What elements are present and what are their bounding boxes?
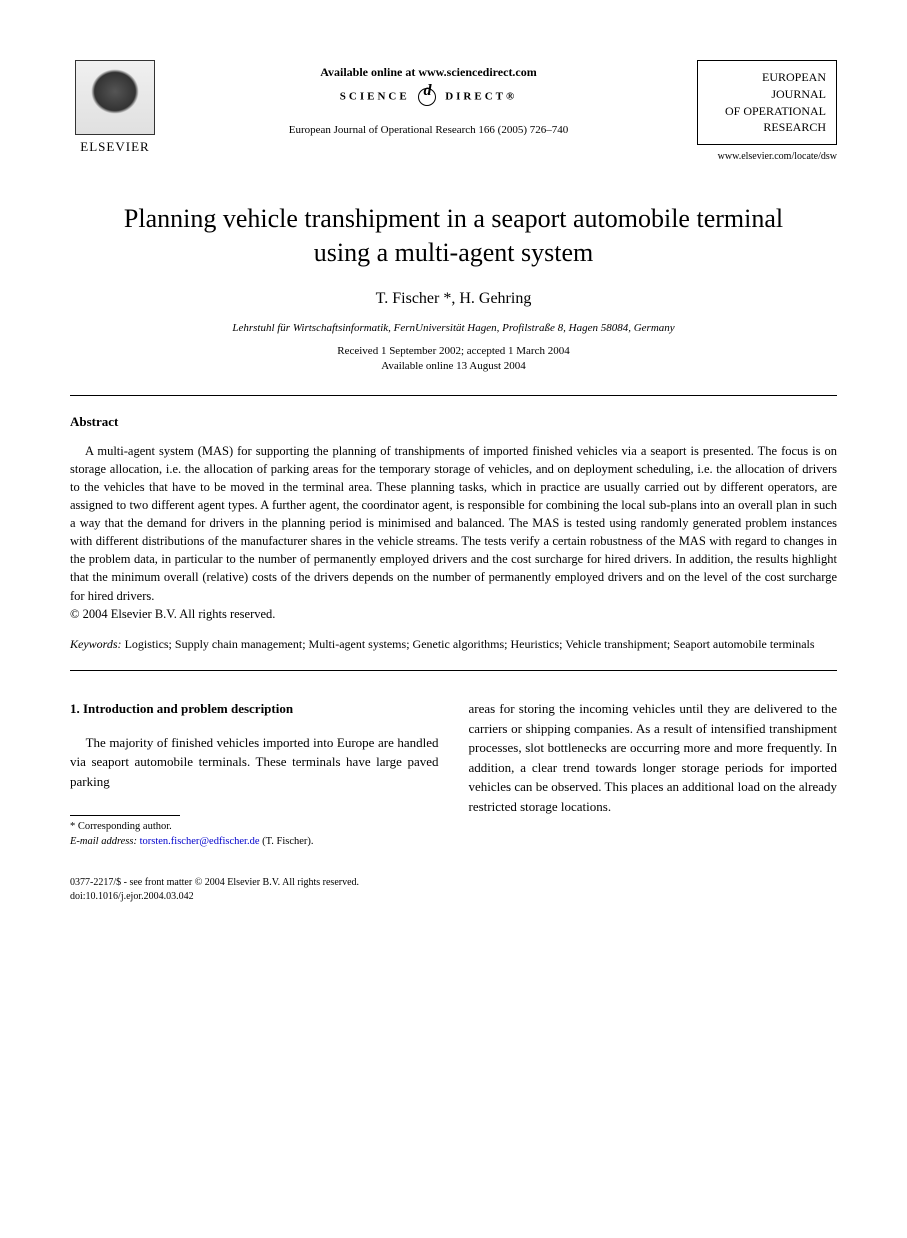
publisher-logo: ELSEVIER [70, 60, 160, 160]
section-1-heading: 1. Introduction and problem description [70, 699, 439, 719]
journal-box-wrapper: EUROPEAN JOURNAL OF OPERATIONAL RESEARCH… [697, 60, 837, 162]
footnote: * Corresponding author. E-mail address: … [70, 820, 439, 849]
science-direct-d-icon [418, 88, 436, 106]
dates-available-online: Available online 13 August 2004 [70, 359, 837, 374]
journal-reference: European Journal of Operational Research… [160, 124, 697, 136]
keywords-text: Logistics; Supply chain management; Mult… [122, 637, 815, 651]
journal-title-box: EUROPEAN JOURNAL OF OPERATIONAL RESEARCH [697, 60, 837, 145]
article-title: Planning vehicle transhipment in a seapo… [100, 202, 807, 270]
body-columns: 1. Introduction and problem description … [70, 699, 837, 849]
center-header: Available online at www.sciencedirect.co… [160, 60, 697, 136]
section-1-para-left: The majority of finished vehicles import… [70, 733, 439, 792]
footer-front-matter: 0377-2217/$ - see front matter © 2004 El… [70, 876, 837, 890]
journal-box-line: RESEARCH [708, 119, 826, 136]
dates-received-accepted: Received 1 September 2002; accepted 1 Ma… [70, 344, 837, 359]
keywords-label: Keywords: [70, 637, 122, 651]
email-line: E-mail address: torsten.fischer@edfische… [70, 835, 439, 850]
abstract-copyright: © 2004 Elsevier B.V. All rights reserved… [70, 607, 837, 622]
journal-box-line: EUROPEAN [708, 69, 826, 86]
section-1-para-right: areas for storing the incoming vehicles … [469, 699, 838, 816]
science-direct-logo: SCIENCE DIRECT® [160, 88, 697, 106]
authors: T. Fischer *, H. Gehring [70, 290, 837, 308]
publication-dates: Received 1 September 2002; accepted 1 Ma… [70, 344, 837, 375]
available-online-text: Available online at www.sciencedirect.co… [160, 65, 697, 80]
page-header: ELSEVIER Available online at www.science… [70, 60, 837, 162]
email-label: E-mail address: [70, 836, 137, 847]
abstract-heading: Abstract [70, 414, 837, 430]
affiliation: Lehrstuhl für Wirtschaftsinformatik, Fer… [70, 322, 837, 334]
corresponding-author: * Corresponding author. [70, 820, 439, 835]
rule-top [70, 395, 837, 396]
rule-bottom [70, 670, 837, 671]
publisher-name: ELSEVIER [80, 139, 149, 155]
footnote-rule [70, 815, 180, 816]
abstract-text: A multi-agent system (MAS) for supportin… [70, 442, 837, 605]
email-suffix: (T. Fischer). [259, 836, 313, 847]
journal-url: www.elsevier.com/locate/dsw [697, 151, 837, 162]
page-footer: 0377-2217/$ - see front matter © 2004 El… [70, 876, 837, 904]
journal-box-line: JOURNAL [708, 86, 826, 103]
journal-box-line: OF OPERATIONAL [708, 103, 826, 120]
column-left: 1. Introduction and problem description … [70, 699, 439, 849]
keywords: Keywords: Logistics; Supply chain manage… [70, 636, 837, 653]
column-right: areas for storing the incoming vehicles … [469, 699, 838, 849]
footer-doi: doi:10.1016/j.ejor.2004.03.042 [70, 890, 837, 904]
elsevier-tree-icon [75, 60, 155, 135]
science-direct-left: SCIENCE [340, 91, 410, 103]
author-email[interactable]: torsten.fischer@edfischer.de [140, 836, 260, 847]
science-direct-right: DIRECT® [445, 91, 517, 103]
